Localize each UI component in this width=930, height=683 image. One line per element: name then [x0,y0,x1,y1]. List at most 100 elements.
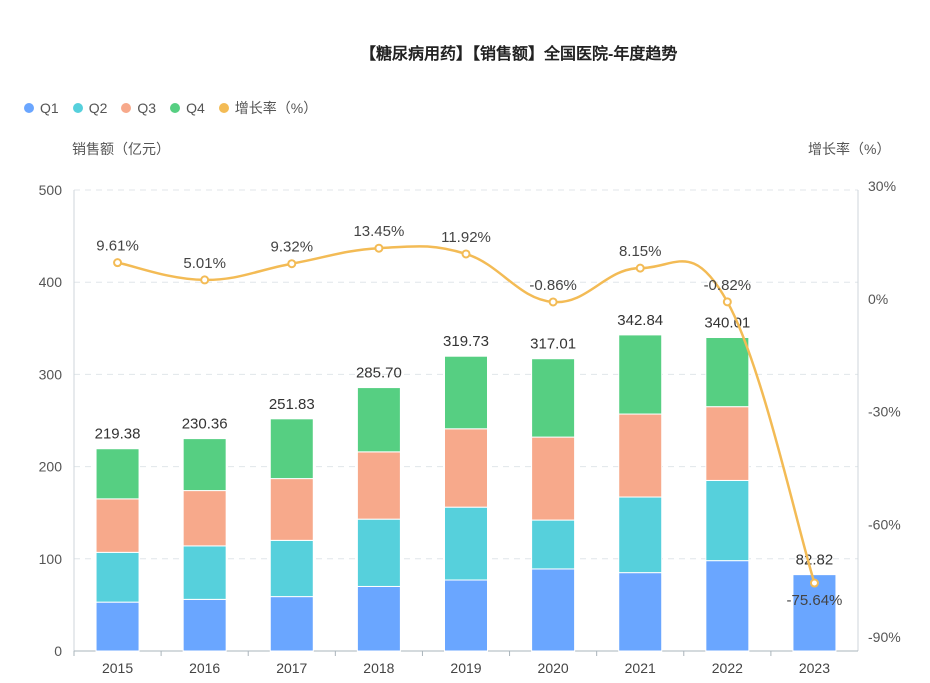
x-tick-label: 2022 [712,660,743,676]
growth-line [117,245,816,584]
growth-point [200,275,210,285]
bar-q1 [356,585,401,652]
y-tick-label: 0 [54,643,62,659]
growth-label: -0.82% [704,277,752,294]
legend-dot-icon [218,103,229,113]
y2-tick-label: -60% [868,516,901,532]
bar-q3 [356,451,401,520]
growth-point [113,258,123,268]
total-label: 340.01 [704,315,750,332]
bar-q2 [705,479,750,562]
bar-q2 [95,551,140,603]
legend: Q1 Q2 Q3 Q4 增长率（%） [24,98,317,118]
growth-point [374,243,384,253]
growth-point [809,578,819,588]
bar-q4 [269,418,314,480]
growth-label: -0.86% [529,277,577,294]
growth-point [287,259,297,269]
y-tick-label: 200 [39,459,63,475]
growth-label: 11.92% [441,229,491,246]
bar-q4 [444,355,488,430]
legend-dot-icon [121,103,132,113]
bar-q4 [618,334,663,415]
growth-label: 8.15% [619,243,662,260]
legend-label: Q3 [137,100,157,116]
legend-dot-icon [72,103,83,113]
bar-q3 [531,436,576,521]
bar-q1 [444,579,488,652]
growth-label: 5.01% [183,255,226,272]
bar-q4 [705,337,750,408]
x-tick-label: 2018 [363,660,394,676]
bar-q2 [182,545,227,600]
growth-label: -75.64% [787,592,843,609]
legend-item-q4[interactable]: Q4 [170,98,205,118]
y2-axis-title: 增长率（%） [808,141,891,157]
x-tick-label: 2017 [276,660,307,676]
bar-q1 [182,598,227,652]
bar-q4 [356,387,401,453]
total-label: 285.70 [356,365,402,382]
bar-q3 [444,428,488,508]
bar-q1 [705,560,750,652]
growth-label: 9.32% [271,239,314,256]
x-tick-label: 2023 [799,660,830,676]
growth-point [548,297,558,307]
x-tick-label: 2019 [450,660,481,676]
legend-item-q3[interactable]: Q3 [121,98,156,118]
bar-q3 [618,413,663,498]
bar-q2 [444,506,488,581]
x-tick-label: 2020 [538,660,569,676]
bar-q2 [618,496,663,574]
bar-q1 [531,568,576,652]
legend-item-growth[interactable]: 增长率（%） [218,98,318,118]
total-label: 251.83 [269,396,315,413]
legend-label: 增长率（%） [234,100,318,116]
legend-label: Q2 [88,100,108,116]
legend-dot-icon [170,103,181,113]
legend-item-q2[interactable]: Q2 [72,98,108,118]
y-axis-title: 销售额（亿元） [72,141,170,157]
legend-label: Q4 [186,100,205,116]
bar-q4 [95,448,140,500]
total-label: 342.84 [617,312,663,329]
x-tick-label: 2016 [189,660,220,676]
y2-tick-label: 30% [868,178,896,194]
y-tick-label: 500 [39,182,63,198]
bar-q1 [269,596,314,652]
y2-tick-label: 0% [868,291,888,307]
growth-point [461,249,471,259]
y-tick-label: 300 [39,366,63,382]
y-tick-label: 100 [39,551,63,567]
growth-point [635,263,645,273]
growth-label: 13.45% [353,223,404,240]
total-label: 317.01 [530,336,576,353]
y2-tick-label: -30% [868,404,901,420]
growth-point [722,297,732,307]
growth-label: 9.61% [96,238,139,255]
x-tick-label: 2021 [625,660,656,676]
bar-q2 [531,519,576,570]
total-label: 219.38 [95,426,141,443]
legend-item-q1[interactable]: Q1 [24,98,59,118]
bar-q3 [182,490,227,547]
total-label: 319.73 [443,333,489,350]
total-label: 230.36 [182,416,228,433]
bar-q3 [269,478,314,541]
y-tick-label: 400 [39,274,63,290]
bar-q1 [618,572,663,652]
x-tick-label: 2015 [102,660,133,676]
bar-q1 [95,601,140,652]
bar-q4 [531,358,576,438]
total-label: 82.82 [796,552,834,569]
legend-label: Q1 [40,100,59,116]
legend-dot-icon [24,103,34,113]
bar-q3 [95,498,140,553]
bar-q3 [705,406,750,481]
bar-q4 [182,438,227,492]
bar-q2 [356,518,401,587]
bar-q2 [269,539,314,598]
chart-title: 【糖尿病用药】【销售额】全国医院-年度趋势 [360,46,678,63]
